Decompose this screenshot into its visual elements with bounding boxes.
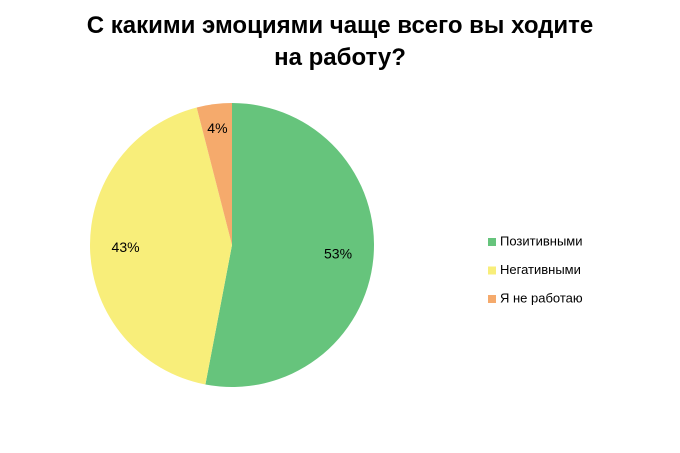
legend-label: Я не работаю bbox=[500, 290, 583, 305]
legend-swatch bbox=[488, 295, 496, 303]
legend-swatch bbox=[488, 266, 496, 275]
data-label: 43% bbox=[112, 239, 140, 255]
legend-swatch bbox=[488, 238, 496, 246]
pie-slice bbox=[196, 103, 232, 245]
pie-slice bbox=[205, 103, 374, 387]
legend-label: Позитивными bbox=[500, 233, 583, 248]
chart-title: С какими эмоциями чаще всего вы ходите н… bbox=[86, 12, 594, 71]
data-label: 53% bbox=[324, 246, 352, 262]
pie-slice bbox=[89, 107, 232, 385]
data-label: 4% bbox=[207, 120, 227, 136]
legend-label: Негативными bbox=[500, 262, 581, 277]
